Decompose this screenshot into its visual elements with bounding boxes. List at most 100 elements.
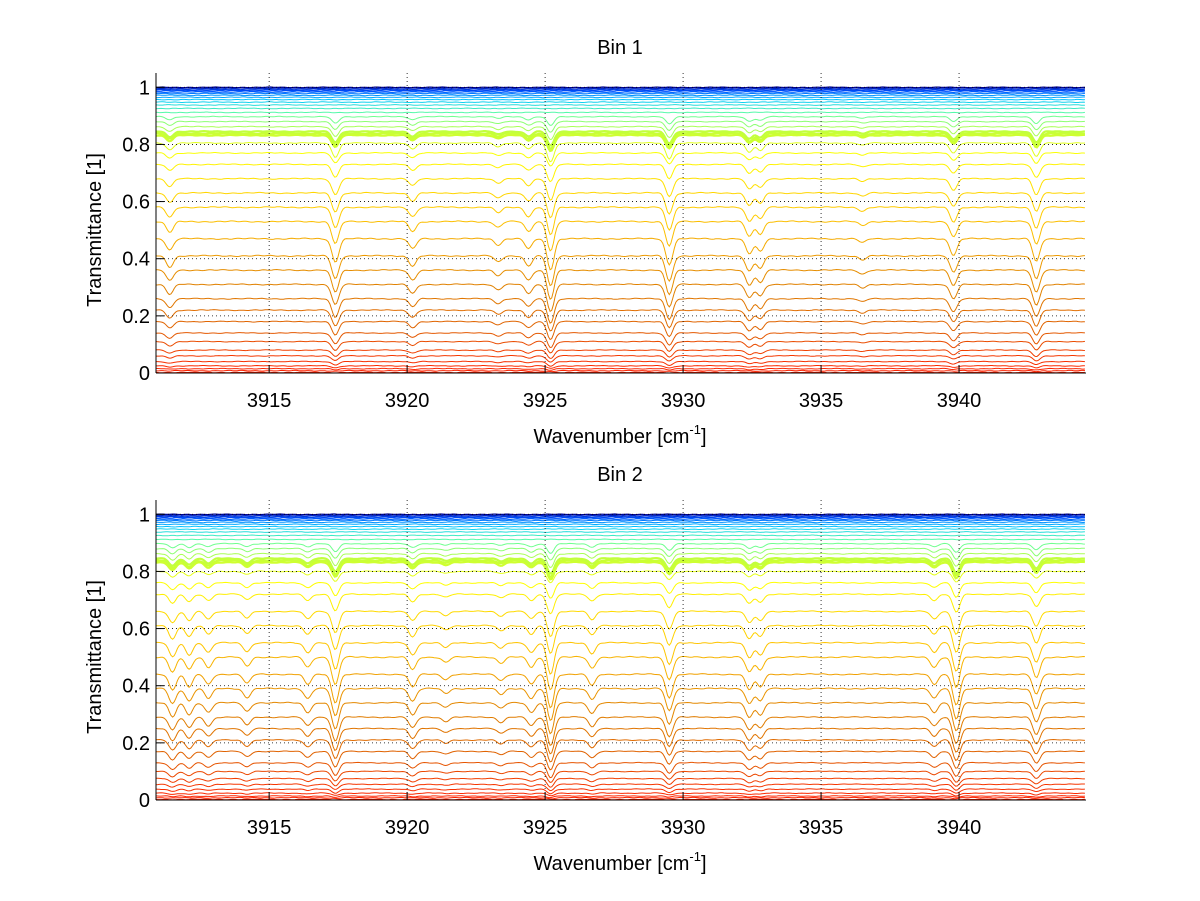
spectrum-series-line xyxy=(155,141,1085,163)
spectrum-series-line xyxy=(155,531,1085,533)
plot-area: 3915 3920 3925 3930 3935 3940 0 0.2 0.4 0.6 0.8 1 xyxy=(122,73,1086,412)
x-axis-label-end: ] xyxy=(701,853,707,875)
spectrum-series-line xyxy=(155,92,1085,95)
spectrum-series-line xyxy=(155,340,1085,354)
y-tick-label: 0.4 xyxy=(122,676,150,698)
spectrum-series-line xyxy=(155,581,1085,599)
spectrum-series-line xyxy=(155,727,1085,755)
x-tick-label: 3920 xyxy=(385,390,430,412)
spectrum-series-line xyxy=(155,94,1085,97)
spectrum-series-line xyxy=(155,518,1085,521)
spectrum-series-line xyxy=(155,111,1085,114)
spectrum-series-line xyxy=(155,297,1085,324)
spectrum-series-line xyxy=(155,309,1085,332)
x-axis-label: Wavenumber [cm-1] xyxy=(533,422,706,448)
spectrum-series-line xyxy=(156,125,1085,141)
spectrum-series-line xyxy=(155,655,1085,691)
spectrum-series-line xyxy=(155,131,1085,151)
spectrum-series-line xyxy=(156,777,1085,788)
spectrum-series-line xyxy=(155,521,1085,524)
spectrum-series-line xyxy=(156,268,1085,301)
spectrum-series-line xyxy=(156,364,1085,369)
plot-area: 3915 3920 3925 3930 3935 3940 0 0.2 0.4 0.6 0.8 1 xyxy=(122,500,1086,839)
series-group xyxy=(155,86,1086,374)
chart-title: Bin 1 xyxy=(597,37,643,59)
spectrum-series-line xyxy=(155,798,1085,801)
spectrum-series-line xyxy=(155,750,1085,771)
spectrum-series-line xyxy=(155,593,1085,615)
y-tick-label: 0 xyxy=(139,363,150,385)
y-tick-label: 0.8 xyxy=(122,134,150,156)
x-tick-label: 3940 xyxy=(937,817,982,839)
spectrum-series-line xyxy=(155,133,1085,153)
spectrum-series-line xyxy=(155,163,1085,183)
bin-1-chart: Bin 1 3915 3920 3925 3930 3935 3940 0 0.2 0.4 0.6… xyxy=(84,37,1086,448)
spectrum-series-line xyxy=(155,792,1085,797)
spectrum-series-line xyxy=(155,115,1085,126)
spectrum-series-line xyxy=(155,552,1085,569)
spectrum-series-line xyxy=(155,120,1085,133)
spectrum-series-line xyxy=(155,283,1085,313)
spectrum-series-line xyxy=(155,542,1085,554)
spectrum-series-line xyxy=(155,129,1086,147)
spectrum-series-line xyxy=(156,360,1085,367)
spectrum-series-line xyxy=(155,783,1085,792)
spectrum-series-line xyxy=(155,107,1085,110)
y-tick-label: 1 xyxy=(139,77,150,99)
y-tick-label: 0.8 xyxy=(122,561,150,583)
spectrum-series-line xyxy=(155,151,1085,167)
spectrum-series-line xyxy=(155,191,1085,219)
x-axis-label-main: Wavenumber [cm xyxy=(533,853,689,875)
y-tick-label: 0.4 xyxy=(122,249,150,271)
bin-2-chart: Bin 2 3915 3920 3925 3930 3935 3940 0 0.2 0.4 0.6… xyxy=(84,464,1086,875)
spectrum-series-line xyxy=(155,528,1085,531)
spectrum-series-line xyxy=(155,101,1085,104)
spectrum-series-line xyxy=(155,687,1085,722)
spectrum-series-line xyxy=(155,254,1085,287)
spectrum-series-line xyxy=(155,220,1085,252)
spectrum-series-line xyxy=(155,206,1085,236)
spectrum-series-line xyxy=(156,641,1085,675)
spectrum-series-line xyxy=(156,610,1085,638)
spectrum-series-line xyxy=(155,367,1085,371)
y-tick-label: 0.6 xyxy=(122,619,150,641)
spectrum-series-line xyxy=(155,525,1085,528)
spectrum-series-line xyxy=(155,788,1085,795)
y-tick-label: 0.6 xyxy=(122,192,150,214)
x-axis-label-superscript: -1 xyxy=(689,422,701,437)
spectrum-series-line xyxy=(155,716,1085,747)
x-tick-label: 3930 xyxy=(661,817,706,839)
x-tick-label: 3935 xyxy=(799,817,844,839)
spectrum-series-line xyxy=(155,770,1085,783)
spectrum-series-line xyxy=(156,547,1085,561)
spectrum-series-line xyxy=(155,349,1085,359)
y-tick-label: 0.2 xyxy=(122,733,150,755)
spectrum-series-line xyxy=(155,331,1085,349)
spectrum-series-line xyxy=(155,558,1085,579)
spectrum-series-line xyxy=(155,673,1085,709)
spectrum-series-line xyxy=(155,624,1085,654)
x-axis-label-superscript: -1 xyxy=(689,849,701,864)
spectrum-series-line xyxy=(155,104,1085,106)
y-axis-label: Transmittance [1] xyxy=(84,580,106,734)
y-axis-label: Transmittance [1] xyxy=(84,153,106,307)
spectrum-series-line xyxy=(155,98,1085,101)
spectrum-series-line xyxy=(155,371,1085,374)
spectrum-series-line xyxy=(155,320,1085,341)
spectrum-series-line xyxy=(155,96,1085,99)
x-tick-label: 3915 xyxy=(247,817,292,839)
x-tick-label: 3925 xyxy=(523,390,568,412)
spectrum-series-line xyxy=(155,89,1085,92)
spectrum-series-line xyxy=(155,701,1085,735)
y-tick-label: 0.2 xyxy=(122,306,150,328)
spectrum-series-line xyxy=(155,369,1085,373)
x-tick-label: 3920 xyxy=(385,817,430,839)
x-tick-label: 3925 xyxy=(523,817,568,839)
spectrum-series-line xyxy=(155,738,1085,763)
y-tick-label: 0 xyxy=(139,790,150,812)
spectrum-series-line xyxy=(155,523,1085,526)
spectrum-series-line xyxy=(155,534,1085,537)
x-tick-label: 3940 xyxy=(937,390,982,412)
x-axis-label-end: ] xyxy=(701,426,707,448)
